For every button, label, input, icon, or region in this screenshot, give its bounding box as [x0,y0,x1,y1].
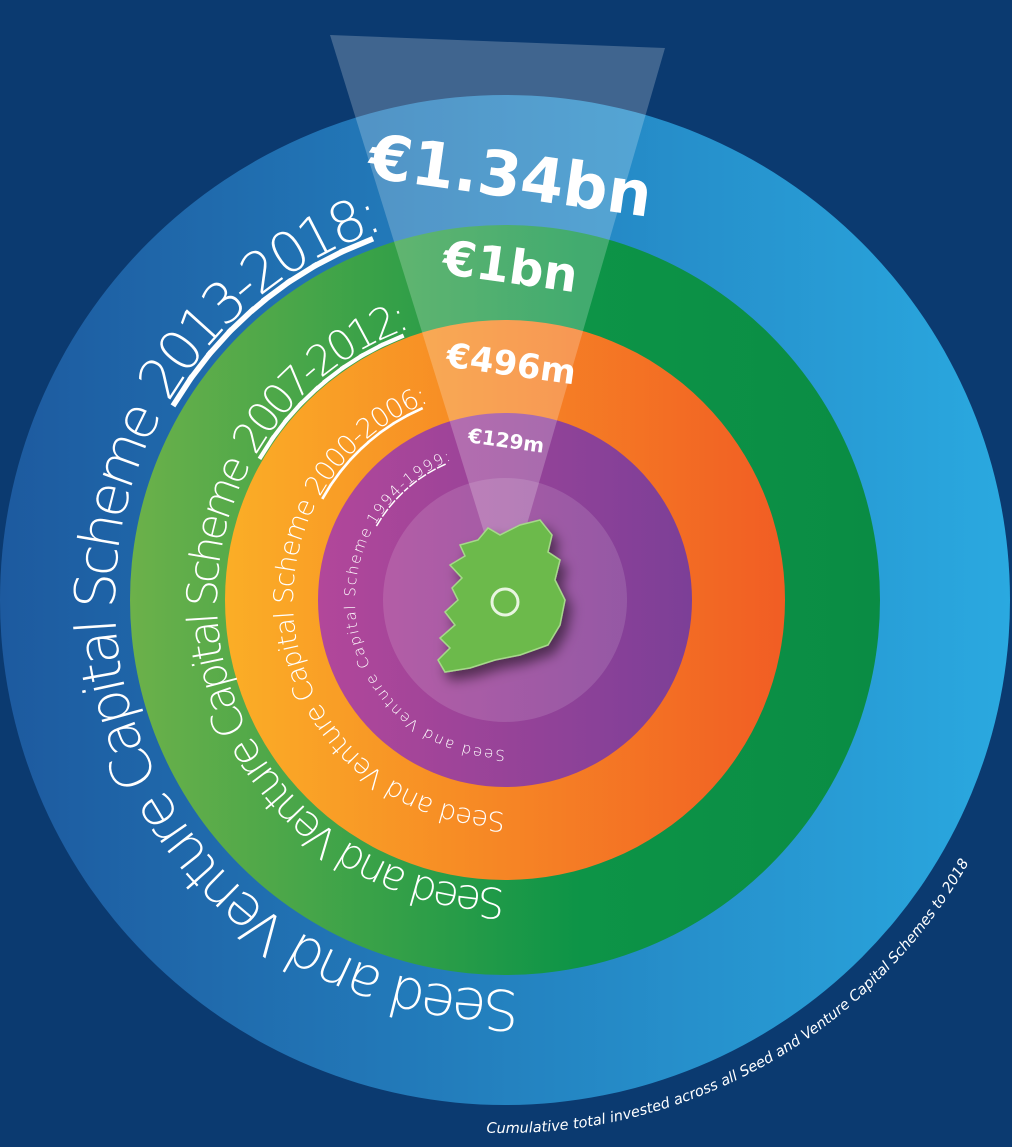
scheme-colon: : [441,447,452,466]
beam [330,35,665,600]
ireland-map [437,519,566,673]
center-marker [490,587,520,617]
